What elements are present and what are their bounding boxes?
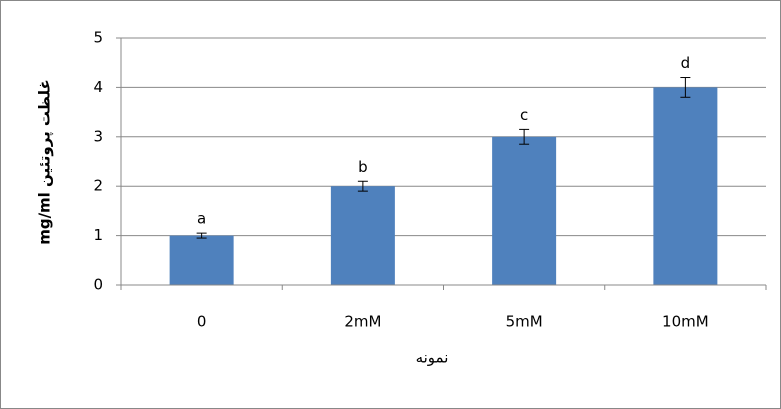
x-tick-label: 10mM [662, 313, 709, 331]
annotation: d [681, 54, 691, 72]
bar [492, 136, 557, 285]
y-tick-label: 4 [93, 78, 103, 96]
x-tick-label: 5mM [506, 313, 543, 331]
y-tick-label: 2 [93, 177, 103, 195]
error-bar [519, 128, 530, 145]
error-bar [357, 180, 368, 192]
error-bar [196, 232, 207, 239]
annotation: b [358, 158, 368, 176]
y-axis-label: mg/ml غلظت پروتئین [36, 79, 55, 245]
bar [653, 87, 718, 286]
y-tick-label: 1 [93, 226, 103, 244]
x-axis-label: نمونه [416, 349, 449, 367]
annotation: c [520, 106, 528, 124]
y-tick-label: 5 [93, 29, 103, 47]
bar [169, 235, 234, 285]
annotation: a [197, 210, 206, 228]
error-bar [680, 77, 691, 98]
x-tick-label: 2mM [344, 313, 381, 331]
y-tick-label: 0 [93, 276, 103, 294]
y-tick-label: 3 [93, 127, 103, 145]
x-tick-label: 0 [197, 313, 207, 331]
bar [330, 186, 395, 285]
